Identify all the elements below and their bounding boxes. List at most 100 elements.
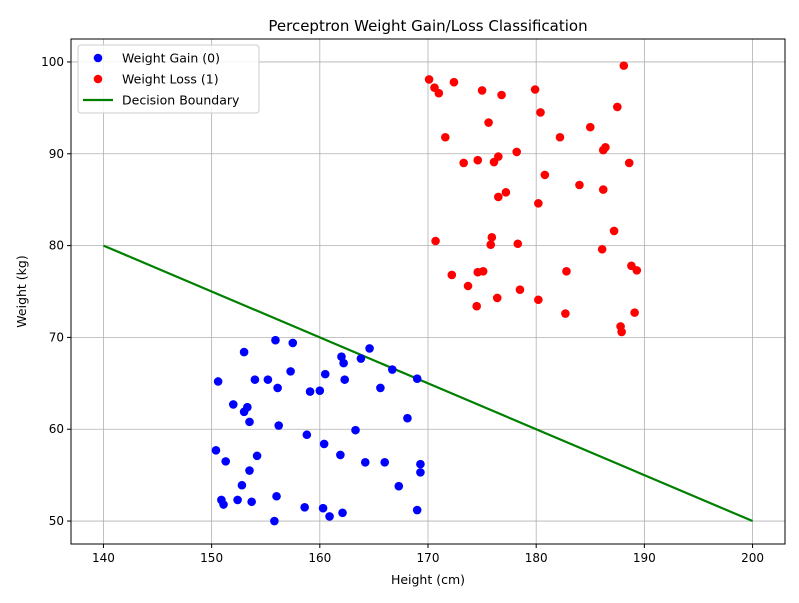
weight-loss-point: [598, 185, 608, 194]
weight-loss-point: [617, 327, 626, 337]
weight-loss-point: [601, 143, 610, 152]
legend: Weight Gain (0) Weight Loss (1) Decision B…: [77, 44, 260, 114]
weight-loss-point: [463, 281, 473, 291]
weight-gain-point: [320, 369, 330, 379]
weight-loss-point: [487, 233, 497, 242]
weight-gain-point: [300, 502, 309, 512]
weight-loss-point: [494, 152, 503, 161]
weight-gain-point: [376, 383, 385, 393]
weight-gain-point: [394, 481, 404, 491]
weight-gain-point: [338, 508, 347, 518]
x-tick-label: 200: [741, 551, 764, 565]
weight-loss-point: [540, 170, 550, 180]
weight-loss-point: [585, 122, 595, 132]
weight-gain-point: [412, 374, 422, 384]
x-tick-label: 150: [200, 551, 223, 565]
legend-marker-swatch: [93, 53, 103, 63]
weight-gain-point: [351, 425, 360, 435]
weight-gain-point: [239, 347, 249, 357]
weight-loss-point: [492, 293, 502, 303]
weight-gain-point: [325, 512, 334, 521]
weight-loss-point: [494, 192, 503, 202]
weight-loss-point: [555, 132, 565, 142]
weight-gain-point: [315, 386, 325, 395]
weight-gain-point: [237, 480, 247, 490]
weight-gain-point: [412, 505, 422, 515]
weight-loss-point: [536, 108, 545, 117]
x-tick-label: 170: [417, 551, 440, 565]
weight-loss-point: [575, 180, 584, 190]
weight-loss-point: [534, 295, 543, 305]
weight-gain-point: [271, 335, 280, 345]
weight-loss-point: [630, 308, 639, 317]
weight-loss-point: [515, 285, 525, 294]
weight-gain-point: [228, 400, 238, 409]
weight-loss-point: [472, 301, 481, 311]
x-tick-label: 160: [308, 551, 331, 565]
weight-loss-point: [484, 118, 493, 127]
weight-gain-point: [339, 358, 348, 368]
weight-gain-point: [416, 459, 425, 469]
weight-loss-point: [513, 239, 523, 249]
y-tick-label: 100: [41, 55, 64, 69]
y-tick-label: 80: [49, 239, 64, 253]
weight-loss-point: [613, 102, 622, 112]
weight-loss-point: [530, 85, 540, 94]
decision-boundary-line: [103, 244, 753, 523]
legend-label: Decision Boundary: [122, 93, 240, 108]
weight-gain-point: [245, 417, 254, 427]
weight-gain-point: [233, 495, 242, 505]
weight-gain-point: [252, 451, 262, 461]
decision-boundary-layer: [103, 244, 753, 523]
weight-loss-point: [561, 309, 570, 318]
weight-gain-point: [270, 516, 279, 526]
weight-gain-point: [302, 430, 312, 440]
weight-gain-point: [416, 468, 425, 477]
legend-box: [77, 44, 260, 114]
weight-loss-point: [624, 158, 634, 168]
weight-loss-point: [477, 86, 487, 95]
weight-loss-point: [512, 147, 522, 157]
weight-gain-point: [365, 344, 374, 353]
weight-loss-point: [632, 266, 642, 275]
weight-gain-point: [245, 466, 254, 475]
weight-loss-point: [501, 188, 511, 197]
y-tick-label: 90: [49, 147, 64, 161]
weight-loss-point: [447, 270, 457, 280]
weight-loss-point: [562, 267, 571, 276]
y-axis-ticks: 50 60 70 80 90 100: [41, 55, 71, 528]
x-tick-label: 180: [525, 551, 548, 565]
x-axis-label: Height (cm): [391, 572, 465, 587]
weight-loss-point: [424, 75, 434, 84]
weight-loss-point: [431, 236, 440, 246]
weight-gain-point: [305, 387, 315, 396]
weight-gain-point: [356, 354, 366, 363]
y-tick-label: 50: [49, 514, 64, 528]
weight-loss-point: [459, 158, 469, 168]
weight-gain-point: [263, 375, 273, 384]
weight-gain-point: [340, 375, 350, 384]
chart-title: Perceptron Weight Gain/Loss Classificati…: [268, 17, 587, 35]
weight-loss-point: [619, 61, 629, 70]
weight-gain-point: [247, 497, 256, 507]
weight-gain-point: [239, 407, 249, 417]
weight-gain-point: [318, 503, 328, 513]
legend-label: Weight Loss (1): [122, 72, 219, 87]
weight-gain-point: [219, 500, 228, 509]
weight-gain-point: [274, 421, 284, 430]
weight-gain-point: [272, 491, 281, 501]
weight-gain-point: [221, 457, 230, 466]
x-tick-label: 190: [633, 551, 656, 565]
weight-gain-point: [250, 375, 260, 384]
weight-loss-point: [478, 267, 488, 276]
y-tick-label: 70: [49, 330, 64, 344]
y-tick-label: 60: [49, 422, 64, 436]
weight-loss-point: [597, 244, 607, 254]
weight-loss-point: [609, 226, 619, 236]
weight-loss-point: [441, 132, 450, 142]
weight-gain-point: [360, 457, 370, 467]
weight-gain-point: [336, 450, 345, 460]
weight-gain-point: [288, 338, 298, 348]
y-axis-label: Weight (kg): [14, 255, 29, 327]
